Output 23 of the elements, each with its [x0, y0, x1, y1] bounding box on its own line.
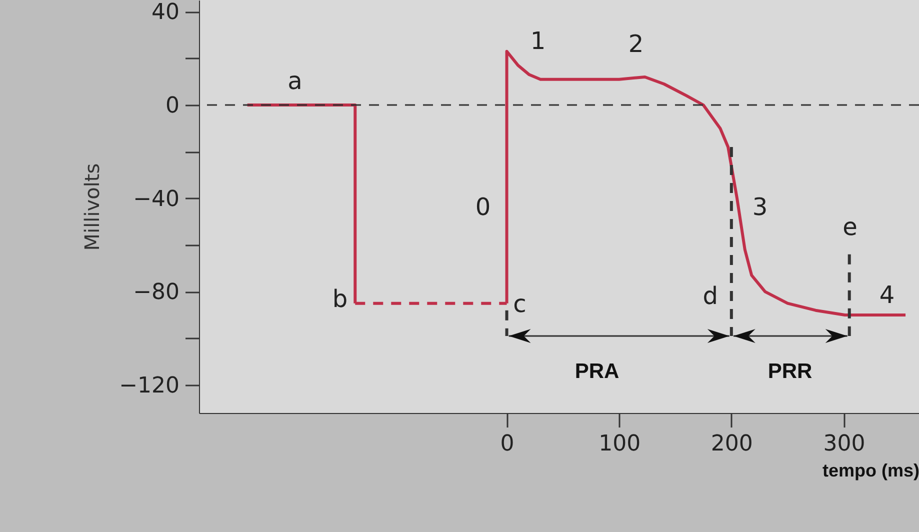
- annotation: e: [842, 213, 858, 241]
- annotation: b: [332, 285, 348, 313]
- annotation: c: [513, 290, 526, 318]
- x-axis-title: tempo (ms): [822, 460, 919, 480]
- x-tick-label: 200: [710, 432, 753, 456]
- y-tick-label: 40: [152, 0, 180, 26]
- annotation: d: [702, 282, 718, 310]
- annotation: PRA: [574, 360, 620, 383]
- annotation: 0: [475, 193, 491, 221]
- y-axis-title: Millivolts: [80, 163, 104, 251]
- annotation: 3: [752, 193, 768, 221]
- y-tick-label: −120: [119, 374, 180, 398]
- x-tick-label: 300: [823, 432, 866, 456]
- y-tick-label: −40: [133, 186, 180, 212]
- annotation: 2: [628, 30, 644, 58]
- annotation: PRR: [768, 360, 812, 383]
- x-tick-label: 0: [500, 432, 514, 456]
- annotation: 1: [530, 27, 546, 55]
- annotation: 4: [879, 281, 895, 309]
- y-tick-label: −80: [133, 280, 180, 306]
- annotation: a: [288, 67, 302, 95]
- y-tick-label: 0: [166, 94, 180, 118]
- x-tick-label: 100: [598, 432, 641, 456]
